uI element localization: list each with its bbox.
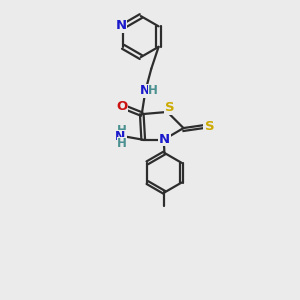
Text: N: N xyxy=(116,19,127,32)
Text: N: N xyxy=(140,84,151,97)
Text: S: S xyxy=(165,101,174,114)
Text: N: N xyxy=(116,130,126,143)
Text: H: H xyxy=(117,137,127,150)
Text: O: O xyxy=(116,100,128,113)
Text: S: S xyxy=(205,120,214,133)
Text: H: H xyxy=(148,84,158,97)
Text: H: H xyxy=(117,124,127,137)
Text: N: N xyxy=(159,133,170,146)
